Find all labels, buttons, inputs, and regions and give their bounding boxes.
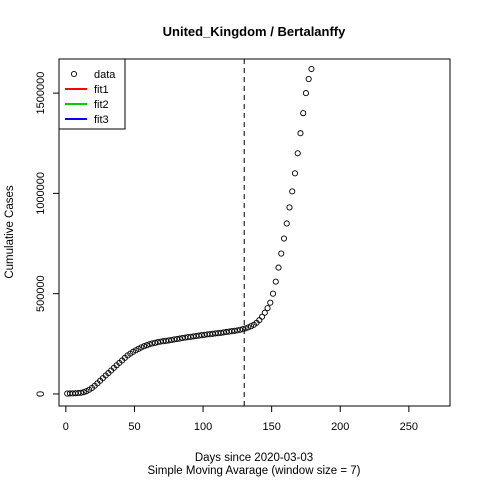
x-axis-label: Days since 2020-03-03	[195, 452, 313, 464]
data-point	[234, 327, 241, 334]
data-point	[286, 204, 293, 211]
x-tick-label: 150	[262, 421, 280, 433]
data-point	[239, 326, 246, 333]
data-point	[242, 325, 249, 332]
data-point	[289, 188, 296, 195]
data-point	[308, 65, 315, 73]
legend-label-fit2: fit2	[94, 99, 109, 111]
data-point	[237, 326, 244, 333]
data-point	[77, 389, 85, 396]
data-point	[80, 389, 87, 396]
x-tick-label: 250	[400, 421, 418, 433]
data-point	[267, 299, 274, 306]
x-tick-label: 50	[128, 421, 140, 433]
data-point	[173, 335, 181, 343]
data-point	[151, 339, 159, 346]
data-point	[146, 341, 153, 348]
data-point	[154, 339, 161, 346]
data-point	[261, 309, 268, 316]
data-point	[294, 150, 301, 157]
plot-frame	[58, 58, 451, 407]
data-point	[245, 324, 252, 331]
y-tick-label: 500000	[35, 275, 47, 312]
legend-label-fit1: fit1	[94, 84, 109, 96]
y-axis-label: Cumulative Cases	[4, 185, 16, 279]
data-point	[168, 336, 175, 344]
x-tick-label: 0	[63, 421, 69, 433]
legend-label-data: data	[94, 69, 116, 81]
data-point	[297, 130, 304, 137]
data-point	[283, 220, 290, 227]
data-point	[149, 340, 156, 347]
plot-area: 0 50 100 150 200 250 0 500000 1000000 1500000 data…	[35, 58, 451, 433]
data-point	[278, 250, 285, 257]
data-point	[231, 327, 238, 334]
data-point	[280, 235, 288, 242]
legend-box	[58, 58, 126, 130]
x-tick-label: 200	[331, 421, 349, 433]
data-point	[302, 90, 309, 97]
data-point	[305, 76, 312, 83]
y-tick-label: 1500000	[35, 72, 47, 115]
data-point	[264, 305, 271, 312]
data-point	[269, 290, 277, 297]
data-point	[141, 343, 148, 350]
chart-title: United_Kingdom / Bertalanffy	[163, 24, 347, 39]
legend-label-fit3: fit3	[94, 114, 109, 126]
data-point	[272, 278, 279, 285]
chart-subtitle: Simple Moving Avarage (window size = 7)	[148, 465, 361, 477]
data-point	[176, 335, 183, 342]
data-point	[138, 344, 145, 351]
y-tick-label: 1000000	[35, 172, 47, 215]
data-point	[143, 342, 150, 349]
data-point	[258, 313, 266, 320]
data-point	[165, 337, 172, 344]
data-point	[291, 170, 299, 177]
legend-symbol-data	[70, 70, 78, 78]
data-point	[300, 110, 307, 117]
y-tick-label: 0	[35, 391, 47, 397]
data-point	[275, 264, 282, 271]
x-tick-label: 100	[194, 421, 212, 433]
